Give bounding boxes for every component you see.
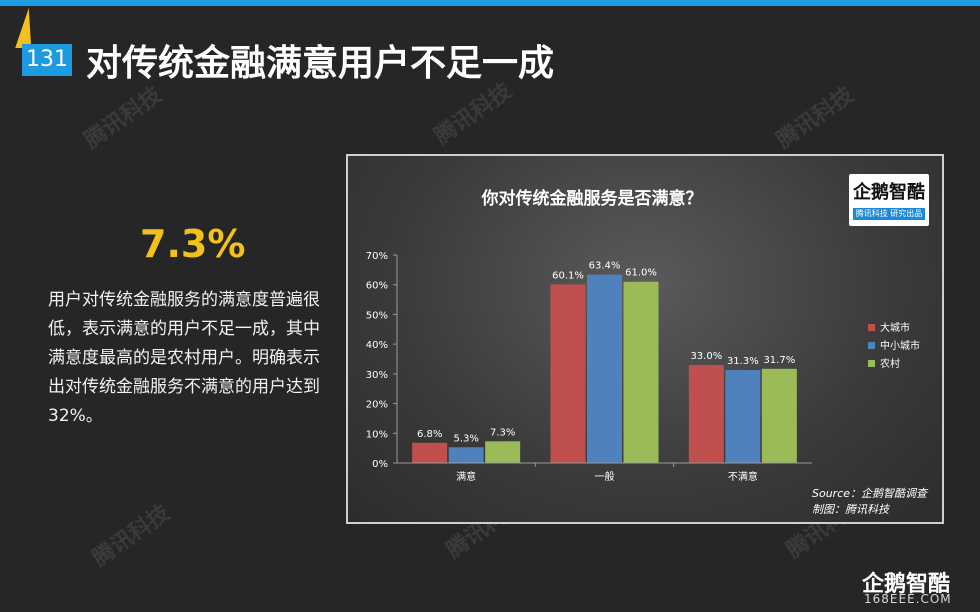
bar-value-label: 63.4% <box>589 261 621 272</box>
corner-logo: 企鹅智酷 <box>862 572 951 597</box>
legend-label: 大城市 <box>880 321 910 334</box>
y-tick-label: 10% <box>366 429 388 440</box>
y-tick-label: 30% <box>366 370 388 381</box>
y-tick-label: 70% <box>366 251 388 262</box>
bar <box>587 274 622 463</box>
bar <box>448 447 484 463</box>
bar-value-label: 6.8% <box>417 429 442 440</box>
legend-swatch <box>868 360 875 367</box>
y-axis: 0% 10% 20% 30% 40% 50% 60% 70% <box>366 251 398 470</box>
brand-badge-subtitle: 腾讯科技 研究出品 <box>855 209 923 218</box>
bar-value-label: 61.0% <box>625 268 657 279</box>
y-tick-label: 20% <box>366 400 388 411</box>
bar <box>485 441 521 463</box>
corner-site-text: 168EEE.COM <box>864 592 952 606</box>
slide-title: 对传统金融满意用户不足一成 <box>86 43 555 84</box>
y-tick-label: 50% <box>366 310 388 321</box>
top-accent-bar <box>0 0 980 6</box>
y-tick-label: 60% <box>366 281 388 292</box>
bar <box>725 369 761 463</box>
bar-value-label: 60.1% <box>552 270 584 281</box>
brand-badge-strip: 腾讯科技 研究出品 <box>853 208 925 220</box>
x-axis: 满意 一般 不满意 <box>397 462 812 483</box>
brand-badge-title: 企鹅智酷 <box>853 182 925 203</box>
bar <box>550 284 586 463</box>
bar-value-label: 7.3% <box>490 427 515 438</box>
highlight-value: 7.3% <box>140 222 246 266</box>
chart-source: Source：企鹅智酷调查 <box>812 487 929 500</box>
y-tick-label: 40% <box>366 340 388 351</box>
x-category-label: 不满意 <box>728 470 758 483</box>
legend-swatch <box>868 342 875 349</box>
legend-swatch <box>868 324 875 331</box>
bar <box>623 281 659 463</box>
page-number: 131 <box>22 44 72 76</box>
bar-value-label: 33.0% <box>690 351 722 362</box>
chart-credit: 制图：腾讯科技 <box>812 503 891 516</box>
bar <box>761 368 797 463</box>
legend-label: 中小城市 <box>880 339 920 352</box>
bar <box>412 442 448 463</box>
legend-label: 农村 <box>880 357 900 370</box>
chart-title: 你对传统金融服务是否满意？ <box>481 188 703 209</box>
bar-value-label: 31.7% <box>763 355 795 366</box>
y-tick-label: 0% <box>372 459 388 470</box>
x-category-label: 一般 <box>595 470 615 483</box>
bars: 6.8% 5.3% 7.3% 60.1% 63.4% 61.0% 33.0% 31.3% 31.… <box>412 261 797 463</box>
bar <box>688 364 724 463</box>
bar-value-label: 5.3% <box>453 433 478 444</box>
bar-value-label: 31.3% <box>727 356 759 367</box>
description-text: 用户对传统金融服务的满意度普遍很低，表示满意的用户不足一成，其中满意度最高的是农… <box>48 290 320 426</box>
brand-badge: 企鹅智酷 腾讯科技 研究出品 <box>849 174 929 226</box>
x-category-label: 满意 <box>456 470 476 483</box>
